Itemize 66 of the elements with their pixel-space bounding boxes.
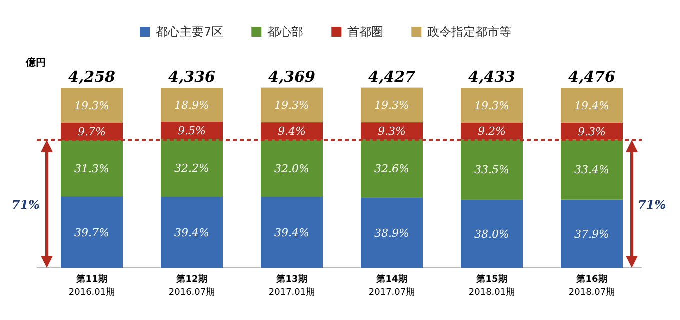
bar: [61, 140, 123, 197]
data-label: 9.5%: [178, 124, 206, 138]
data-label: 19.3%: [74, 99, 110, 112]
bar: [561, 88, 623, 123]
x-tick-label: 第14期 2017.07期: [368, 274, 416, 298]
data-label: 38.0%: [474, 228, 510, 241]
data-label: 19.3%: [474, 99, 510, 112]
bar: [561, 200, 623, 268]
bar: [261, 139, 323, 198]
data-label: 18.9%: [174, 99, 210, 112]
x-tick-label: 第11期 2016.01期: [68, 274, 116, 298]
legend-label: 政令指定都市等: [428, 25, 512, 39]
bar: [161, 139, 223, 198]
data-label: 9.2%: [478, 125, 506, 138]
data-label: 33.5%: [474, 163, 510, 176]
data-label: 32.0%: [274, 162, 310, 176]
legend-label: 首都圏: [348, 25, 384, 39]
x-tick-label: 第15期 2018.01期: [468, 274, 516, 298]
bar: [561, 140, 623, 200]
data-label: 39.4%: [174, 226, 210, 240]
legend-label: 都心部: [268, 25, 304, 39]
data-label: 32.6%: [374, 162, 410, 176]
data-label: 19.3%: [374, 99, 410, 112]
data-label: 32.2%: [174, 162, 210, 176]
bar: [161, 197, 223, 268]
data-label: 38.9%: [374, 226, 410, 240]
bar: [61, 196, 123, 268]
annotation: 4,369: [268, 68, 316, 86]
data-label: 37.9%: [574, 228, 610, 241]
bar: [361, 88, 423, 123]
legend-label: 都心主要7区: [156, 25, 224, 39]
data-label: 19.3%: [274, 99, 310, 112]
bar: [461, 88, 523, 123]
bar: [261, 88, 323, 123]
data-label: 9.3%: [378, 124, 406, 138]
data-label: 9.4%: [278, 125, 306, 138]
bar: [461, 200, 523, 268]
x-tick-label: 第16期 2018.07期: [568, 274, 616, 298]
data-label: 39.4%: [274, 226, 310, 240]
bar: [61, 122, 123, 140]
x-tick-label: 第12期 2016.07期: [168, 274, 216, 298]
annotation: 4,433: [468, 68, 516, 86]
bar: [161, 88, 223, 122]
bar: [361, 122, 423, 140]
bar: [361, 139, 423, 198]
bar: [461, 139, 523, 200]
bar: [461, 122, 523, 140]
annotation: 4,476: [568, 68, 616, 86]
annotation: 4,427: [368, 68, 416, 86]
annotation: 71%: [638, 198, 666, 212]
data-label: 9.7%: [78, 125, 106, 138]
bar: [261, 122, 323, 140]
x-tick-label: 第13期 2017.01期: [268, 274, 316, 298]
data-label: 39.7%: [74, 226, 110, 240]
data-label: 9.3%: [578, 125, 606, 138]
data-label: 19.4%: [574, 99, 610, 112]
annotation: 71%: [12, 198, 40, 212]
bar: [361, 198, 423, 268]
annotation: 4,336: [168, 68, 216, 86]
y-axis-title: 億円: [25, 57, 46, 69]
bar: [61, 88, 123, 123]
annotation: 4,258: [68, 68, 116, 86]
bar: [161, 122, 223, 140]
data-label: 33.4%: [574, 164, 610, 177]
data-label: 31.3%: [74, 162, 110, 176]
bar: [261, 197, 323, 268]
